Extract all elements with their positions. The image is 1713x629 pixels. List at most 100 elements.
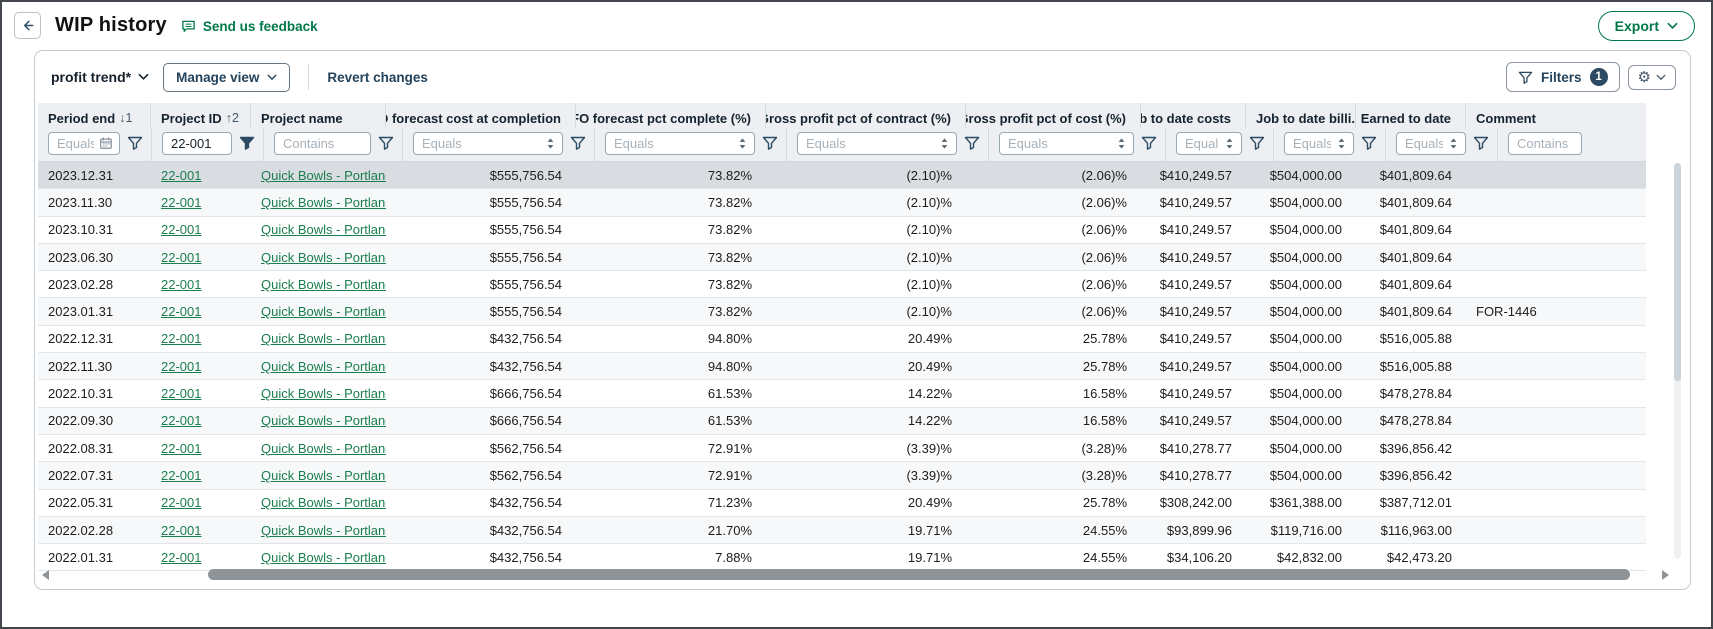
select-spinner-icon[interactable] bbox=[1224, 137, 1235, 150]
filter-input[interactable]: 22-001 bbox=[162, 131, 232, 155]
vertical-scrollbar[interactable] bbox=[1674, 163, 1681, 559]
project-id-link[interactable]: 22-001 bbox=[161, 276, 202, 292]
table-row[interactable]: 2022.02.28 22-001 Quick Bowls - Portland $4… bbox=[38, 516, 1646, 545]
table-row[interactable]: 2022.08.31 22-001 Quick Bowls - Portland $5… bbox=[38, 434, 1646, 463]
filter-input[interactable]: Equals bbox=[48, 131, 120, 155]
project-id-link[interactable]: 22-001 bbox=[161, 249, 202, 265]
project-name-link[interactable]: Quick Bowls - Portland bbox=[261, 549, 386, 565]
filter-funnel-icon[interactable] bbox=[378, 135, 394, 151]
scroll-right-icon[interactable] bbox=[1662, 569, 1669, 580]
horizontal-scrollbar-thumb[interactable] bbox=[208, 569, 1630, 580]
column-header-5[interactable]: CFO forecast pct complete (%) bbox=[576, 103, 766, 128]
column-header-9[interactable]: Job to date billi... bbox=[1246, 103, 1356, 128]
table-row[interactable]: 2022.07.31 22-001 Quick Bowls - Portland $5… bbox=[38, 462, 1646, 490]
table-row[interactable]: 2023.06.30 22-001 Quick Bowls - Portland $5… bbox=[38, 243, 1646, 272]
project-id-link[interactable]: 22-001 bbox=[161, 413, 202, 429]
project-name-link[interactable]: Quick Bowls - Portland bbox=[261, 222, 386, 238]
settings-button[interactable]: ⚙ bbox=[1627, 64, 1676, 90]
filter-funnel-icon[interactable] bbox=[762, 135, 778, 151]
column-header-3[interactable]: Project name bbox=[251, 103, 386, 128]
filter-operator-select[interactable]: Equals bbox=[1396, 131, 1466, 155]
project-id-link[interactable]: 22-001 bbox=[161, 358, 202, 374]
project-id-link[interactable]: 22-001 bbox=[161, 440, 202, 456]
select-spinner-icon[interactable] bbox=[545, 137, 556, 150]
filter-funnel-icon[interactable] bbox=[964, 135, 980, 151]
project-name-link[interactable]: Quick Bowls - Portland bbox=[261, 440, 386, 456]
scroll-left-icon[interactable] bbox=[42, 569, 49, 580]
project-name-link[interactable]: Quick Bowls - Portland bbox=[261, 194, 386, 210]
column-header-10[interactable]: Earned to date bbox=[1356, 103, 1466, 128]
project-name-link[interactable]: Quick Bowls - Portland bbox=[261, 386, 386, 402]
export-button[interactable]: Export bbox=[1597, 10, 1695, 41]
filter-operator-select[interactable]: Equals bbox=[605, 131, 755, 155]
table-row[interactable]: 2023.10.31 22-001 Quick Bowls - Portland $5… bbox=[38, 216, 1646, 244]
project-name-link[interactable]: Quick Bowls - Portland bbox=[261, 467, 386, 483]
filter-funnel-icon[interactable] bbox=[1473, 135, 1489, 151]
filter-input[interactable]: Contains bbox=[274, 131, 371, 155]
manage-view-button[interactable]: Manage view bbox=[163, 62, 291, 92]
filters-button[interactable]: Filters 1 bbox=[1506, 62, 1620, 92]
project-name-link[interactable]: Quick Bowls - Portland bbox=[261, 249, 386, 265]
table-row[interactable]: 2022.10.31 22-001 Quick Bowls - Portland $6… bbox=[38, 380, 1646, 408]
filter-funnel-icon[interactable] bbox=[127, 135, 143, 151]
vertical-scrollbar-thumb[interactable] bbox=[1674, 163, 1681, 381]
filter-funnel-icon[interactable] bbox=[1249, 135, 1265, 151]
table-row[interactable]: 2022.05.31 22-001 Quick Bowls - Portland $4… bbox=[38, 489, 1646, 517]
column-header-1[interactable]: Period end ↓1 bbox=[38, 103, 151, 128]
filter-operator-select[interactable]: Equals bbox=[999, 131, 1134, 155]
project-id-link[interactable]: 22-001 bbox=[161, 467, 202, 483]
project-id-link[interactable]: 22-001 bbox=[161, 522, 202, 538]
filter-operator-select[interactable]: Equals bbox=[797, 131, 957, 155]
project-name-link[interactable]: Quick Bowls - Portland bbox=[261, 413, 386, 429]
back-button[interactable] bbox=[14, 12, 41, 39]
project-id-link[interactable]: 22-001 bbox=[161, 194, 202, 210]
filter-operator-select[interactable]: Equals bbox=[413, 131, 563, 155]
table-row[interactable]: 2023.11.30 22-001 Quick Bowls - Portland $5… bbox=[38, 189, 1646, 217]
send-feedback-link[interactable]: Send us feedback bbox=[181, 19, 318, 34]
table-row[interactable]: 2023.12.31 22-001 Quick Bowls - Portland $5… bbox=[38, 162, 1646, 190]
project-id-link[interactable]: 22-001 bbox=[161, 222, 202, 238]
project-name-link[interactable]: Quick Bowls - Portland bbox=[261, 276, 386, 292]
select-spinner-icon[interactable] bbox=[1448, 137, 1459, 150]
select-spinner-icon[interactable] bbox=[939, 137, 950, 150]
project-name-link[interactable]: Quick Bowls - Portland bbox=[261, 304, 386, 320]
column-header-7[interactable]: Gross profit pct of cost (%) bbox=[966, 103, 1141, 128]
horizontal-scrollbar[interactable] bbox=[38, 568, 1683, 581]
column-header-6[interactable]: Gross profit pct of contract (%) bbox=[766, 103, 966, 128]
project-name-link[interactable]: Quick Bowls - Portland bbox=[261, 167, 386, 183]
table-row[interactable]: 2022.11.30 22-001 Quick Bowls - Portland $4… bbox=[38, 353, 1646, 381]
calendar-icon[interactable] bbox=[99, 136, 113, 150]
column-header-8[interactable]: Job to date costs bbox=[1141, 103, 1246, 128]
project-name-link[interactable]: Quick Bowls - Portland bbox=[261, 331, 386, 347]
select-spinner-icon[interactable] bbox=[1116, 137, 1127, 150]
column-header-11[interactable]: Comment bbox=[1466, 103, 1646, 128]
project-id-link[interactable]: 22-001 bbox=[161, 495, 202, 511]
project-name-link[interactable]: Quick Bowls - Portland bbox=[261, 495, 386, 511]
project-name-link[interactable]: Quick Bowls - Portland bbox=[261, 358, 386, 374]
project-id-link[interactable]: 22-001 bbox=[161, 304, 202, 320]
table-row[interactable]: 2023.01.31 22-001 Quick Bowls - Portland $5… bbox=[38, 298, 1646, 326]
filter-funnel-icon[interactable] bbox=[570, 135, 586, 151]
project-name-link[interactable]: Quick Bowls - Portland bbox=[261, 522, 386, 538]
select-spinner-icon[interactable] bbox=[737, 137, 748, 150]
filter-input[interactable]: Contains bbox=[1508, 131, 1582, 155]
column-header-2[interactable]: Project ID ↑2 bbox=[151, 103, 251, 128]
revert-changes-link[interactable]: Revert changes bbox=[327, 69, 428, 85]
project-id-link[interactable]: 22-001 bbox=[161, 167, 202, 183]
select-spinner-icon[interactable] bbox=[1336, 137, 1347, 150]
filter-operator-select[interactable]: Equals bbox=[1284, 131, 1354, 155]
project-id-link[interactable]: 22-001 bbox=[161, 386, 202, 402]
table-row[interactable]: 2023.02.28 22-001 Quick Bowls - Portland $5… bbox=[38, 271, 1646, 299]
filter-operator-select[interactable]: Equals bbox=[1176, 131, 1242, 155]
filter-funnel-icon[interactable] bbox=[1361, 135, 1377, 151]
filter-funnel-icon[interactable] bbox=[1141, 135, 1157, 151]
table-cell: $555,756.54 bbox=[489, 194, 562, 210]
table-row[interactable]: 2022.09.30 22-001 Quick Bowls - Portland $6… bbox=[38, 407, 1646, 435]
filter-funnel-active-icon[interactable] bbox=[239, 135, 255, 151]
table-cell: 71.23% bbox=[707, 495, 752, 511]
column-header-4[interactable]: CFO forecast cost at completion bbox=[386, 103, 576, 128]
view-selector-dropdown[interactable]: profit trend* bbox=[51, 69, 149, 85]
table-row[interactable]: 2022.12.31 22-001 Quick Bowls - Portland $4… bbox=[38, 325, 1646, 354]
project-id-link[interactable]: 22-001 bbox=[161, 549, 202, 565]
project-id-link[interactable]: 22-001 bbox=[161, 331, 202, 347]
